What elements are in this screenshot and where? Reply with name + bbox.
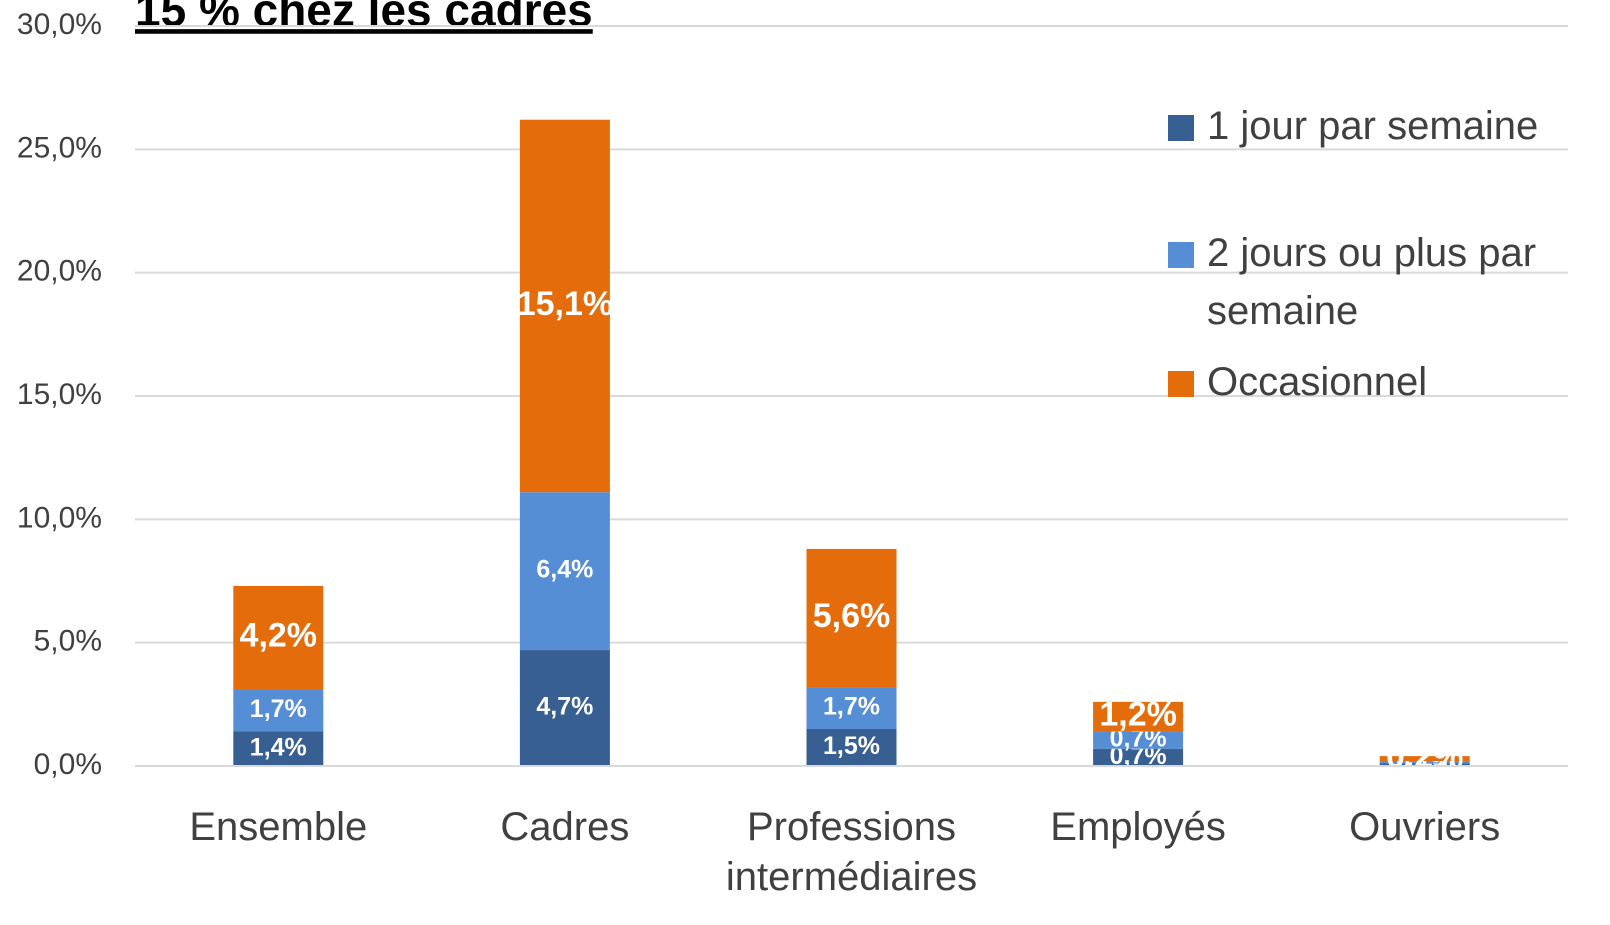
x-tick-label: Professions intermédiaires	[725, 805, 978, 899]
legend-label: 1 jour par semaine	[1207, 104, 1539, 148]
legend-swatch	[1168, 242, 1194, 268]
legend-swatch	[1168, 115, 1194, 141]
legend-item: 1 jour par semaine	[1168, 97, 1568, 155]
legend-swatch	[1168, 371, 1194, 397]
data-label: 6,4%	[536, 556, 593, 584]
y-tick-label: 5,0%	[34, 625, 102, 658]
bar-segment	[1379, 756, 1470, 762]
bar-segment	[519, 119, 610, 493]
data-label: 0,2%	[1386, 738, 1464, 776]
x-tick-label: Employés	[1050, 805, 1226, 849]
data-label: 1,7%	[823, 693, 880, 721]
data-label: 1,2%	[1099, 696, 1177, 734]
bar-segment	[806, 548, 897, 688]
bar-segment	[1093, 748, 1184, 766]
bar-segment	[806, 687, 897, 729]
data-label: 5,6%	[813, 597, 891, 635]
legend-label: Occasionnel	[1207, 360, 1428, 404]
bar-segment	[233, 731, 324, 766]
data-label: 4,2%	[240, 617, 318, 655]
bar-segment	[1093, 731, 1184, 749]
legend-label: 2 jours ou plus par semaine	[1207, 231, 1537, 333]
data-label: 1,5%	[823, 732, 880, 760]
y-tick-label: 25,0%	[17, 131, 102, 164]
data-label: 1,7%	[250, 695, 307, 723]
x-tick-label: Cadres	[500, 805, 630, 849]
legend-item: Occasionnel	[1168, 353, 1568, 411]
data-label: 4,7%	[536, 693, 593, 721]
bar-segment	[1379, 761, 1470, 764]
data-label: 15,1%	[517, 285, 613, 323]
y-tick-label: 10,0%	[17, 501, 102, 534]
y-tick-label: 15,0%	[17, 378, 102, 411]
bar-segment	[1379, 763, 1470, 766]
data-label: 1,4%	[250, 733, 307, 761]
chart-title: 15 % chez les cadres	[135, 0, 593, 36]
legend-item: 2 jours ou plus par semaine	[1168, 224, 1568, 340]
bar-segment	[519, 650, 610, 766]
y-tick-label: 30,0%	[17, 8, 102, 41]
bar-segment	[233, 585, 324, 690]
x-tick-label: Ouvriers	[1349, 805, 1501, 849]
bar-segment	[519, 492, 610, 651]
bar-segment	[1093, 701, 1184, 732]
x-tick-label: Ensemble	[189, 805, 368, 849]
y-tick-label: 0,0%	[34, 748, 102, 781]
bar-segment	[233, 689, 324, 732]
y-tick-label: 20,0%	[17, 255, 102, 288]
bar-segment	[806, 729, 897, 766]
